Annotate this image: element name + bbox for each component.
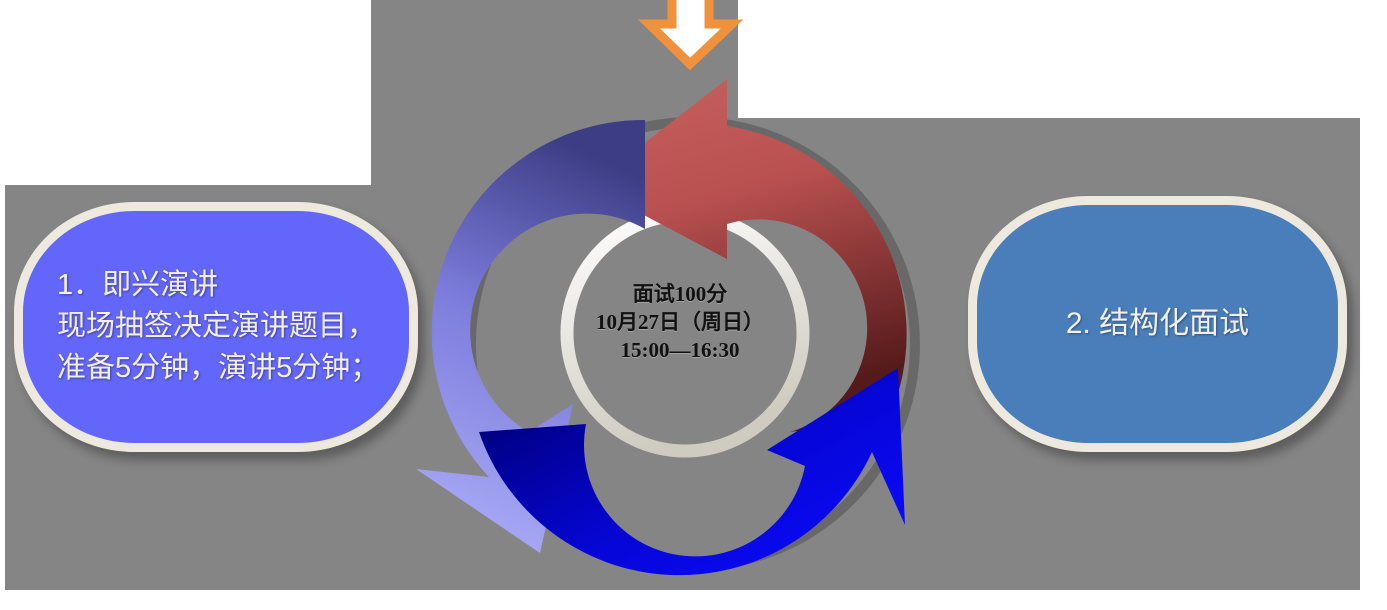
curved-arrow-purple-icon — [416, 119, 645, 553]
curved-arrow-red-icon — [589, 79, 907, 432]
curved-arrow-blue-icon — [479, 368, 905, 576]
step-2-label: 2. 结构化面试 — [1065, 306, 1250, 340]
step-1-label: 1．即兴演讲 现场抽签决定演讲题目， 准备5分钟，演讲5分钟； — [57, 269, 380, 384]
center-hub-label: 面试100分 10月27日（周日） 15:00—16:30 — [596, 282, 764, 363]
step-2-box[interactable]: 2. 结构化面试 — [968, 196, 1347, 452]
step-1-box[interactable]: 1．即兴演讲 现场抽签决定演讲题目， 准备5分钟，演讲5分钟； — [14, 202, 418, 452]
down-arrow-icon — [637, 0, 744, 71]
